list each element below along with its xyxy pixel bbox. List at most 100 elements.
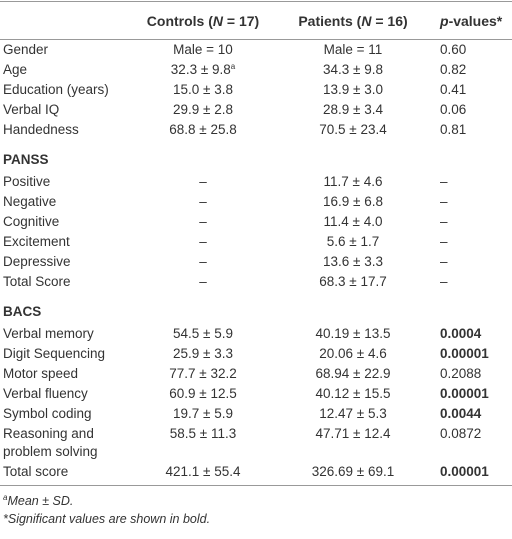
cell-text: 34.3 ± 9.8 bbox=[323, 62, 383, 77]
table-row: Digit Sequencing 25.9 ± 3.3 20.06 ± 4.6 0.0… bbox=[0, 344, 512, 364]
row-label: Verbal fluency bbox=[3, 386, 88, 401]
cell-text: 54.5 ± 5.9 bbox=[173, 326, 233, 341]
footnote: *Significant values are shown in bold. bbox=[0, 510, 512, 528]
row-label: Education (years) bbox=[3, 82, 109, 97]
table-cell: – bbox=[138, 212, 268, 232]
cell-text: 5.6 ± 1.7 bbox=[326, 234, 380, 249]
table-row: Negative – 16.9 ± 6.8 – bbox=[0, 192, 512, 212]
cell-text: 0.00001 bbox=[440, 386, 489, 401]
cell-text: 0.00001 bbox=[440, 346, 489, 361]
table-cell: 54.5 ± 5.9 bbox=[138, 324, 268, 344]
table-cell: 20.06 ± 4.6 bbox=[268, 344, 438, 364]
table-cell: 13.9 ± 3.0 bbox=[268, 80, 438, 100]
table-row: Symbol coding 19.7 ± 5.9 12.47 ± 5.3 0.0044 bbox=[0, 404, 512, 424]
table-cell: 0.60 bbox=[438, 40, 512, 61]
table-cell: 11.4 ± 4.0 bbox=[268, 212, 438, 232]
table-cell: – bbox=[438, 192, 512, 212]
cell-text: 47.71 ± 12.4 bbox=[315, 426, 391, 441]
table-cell: – bbox=[138, 192, 268, 212]
row-label: Reasoning and problem solving bbox=[3, 426, 98, 459]
header-text: N bbox=[212, 13, 224, 29]
cell-text: 58.5 ± 11.3 bbox=[169, 426, 237, 441]
row-label: Total score bbox=[0, 462, 138, 486]
row-label: Digit Sequencing bbox=[3, 346, 106, 361]
cell-text: 0.81 bbox=[440, 122, 467, 137]
table-cell: 0.06 bbox=[438, 100, 512, 120]
cell-text: – bbox=[440, 194, 448, 209]
table-cell: 12.47 ± 5.3 bbox=[268, 404, 438, 424]
table-row: Verbal IQ 29.9 ± 2.8 28.9 ± 3.4 0.06 bbox=[0, 100, 512, 120]
table-cell: 77.7 ± 32.2 bbox=[138, 364, 268, 384]
table-cell: – bbox=[138, 172, 268, 192]
table-cell: 0.00001 bbox=[438, 384, 512, 404]
cell-text: 0.41 bbox=[440, 82, 467, 97]
table-cell: – bbox=[438, 232, 512, 252]
table-row: Reasoning and problem solving 58.5 ± 11.3… bbox=[0, 424, 512, 462]
footnote-text: Mean ± SD. bbox=[7, 494, 74, 508]
table-row: Total Score – 68.3 ± 17.7 – bbox=[0, 272, 512, 292]
table-row: Total score 421.1 ± 55.4 326.69 ± 69.1 0.00… bbox=[0, 462, 512, 486]
header-cell: p-values* bbox=[438, 1, 512, 40]
table-cell: 32.3 ± 9.8a bbox=[138, 60, 268, 80]
cell-text: – bbox=[199, 254, 207, 269]
cell-text: 29.9 ± 2.8 bbox=[173, 102, 233, 117]
header-text: = 17) bbox=[223, 13, 260, 29]
table-row: Handedness 68.8 ± 25.8 70.5 ± 23.4 0.81 bbox=[0, 120, 512, 140]
cell-text: – bbox=[440, 214, 448, 229]
cell-text: 0.00001 bbox=[440, 464, 489, 479]
cell-text: 28.9 ± 3.4 bbox=[323, 102, 383, 117]
table-cell: – bbox=[438, 172, 512, 192]
cell-text: 40.12 ± 15.5 bbox=[315, 386, 391, 401]
table-cell: Male = 11 bbox=[268, 40, 438, 61]
row-label: Handedness bbox=[3, 122, 79, 137]
cell-text: 13.6 ± 3.3 bbox=[323, 254, 383, 269]
section-row: BACS bbox=[0, 292, 512, 324]
table-cell: 5.6 ± 1.7 bbox=[268, 232, 438, 252]
table-row: Depressive – 13.6 ± 3.3 – bbox=[0, 252, 512, 272]
table-cell: 19.7 ± 5.9 bbox=[138, 404, 268, 424]
table-cell: 40.12 ± 15.5 bbox=[268, 384, 438, 404]
footnote: aMean ± SD. bbox=[0, 492, 512, 510]
table-cell: Male = 10 bbox=[138, 40, 268, 61]
cell-text: 0.2088 bbox=[440, 366, 482, 381]
row-label: Depressive bbox=[3, 254, 71, 269]
cell-text: 19.7 ± 5.9 bbox=[173, 406, 233, 421]
table-cell: 0.0044 bbox=[438, 404, 512, 424]
cell-text: Male = 10 bbox=[173, 42, 233, 57]
row-label: Gender bbox=[3, 42, 49, 57]
cell-text: 11.7 ± 4.6 bbox=[323, 174, 383, 189]
cell-text: 0.0004 bbox=[440, 326, 482, 341]
table-cell: – bbox=[438, 212, 512, 232]
row-label: Verbal memory bbox=[3, 326, 94, 341]
cell-text: – bbox=[199, 274, 207, 289]
row-label: Verbal IQ bbox=[3, 102, 60, 117]
table-header: Controls (N = 17) Patients (N = 16) p-va… bbox=[0, 1, 512, 40]
header-text: p bbox=[440, 13, 449, 29]
cell-text: 11.4 ± 4.0 bbox=[323, 214, 383, 229]
table-row: Age 32.3 ± 9.8a 34.3 ± 9.8 0.82 bbox=[0, 60, 512, 80]
header-cell: Controls (N = 17) bbox=[138, 1, 268, 40]
section-title: BACS bbox=[3, 304, 42, 319]
table-row: Gender Male = 10 Male = 11 0.60 bbox=[0, 40, 512, 61]
table-cell: 11.7 ± 4.6 bbox=[268, 172, 438, 192]
row-label: Age bbox=[3, 62, 28, 77]
table-cell: 16.9 ± 6.8 bbox=[268, 192, 438, 212]
header-cell: Patients (N = 16) bbox=[268, 1, 438, 40]
table-cell: 0.00001 bbox=[438, 344, 512, 364]
table-cell: 421.1 ± 55.4 bbox=[138, 462, 268, 486]
cell-text: – bbox=[440, 234, 448, 249]
header-text: -values* bbox=[448, 13, 503, 29]
cell-note: a bbox=[230, 62, 236, 71]
header-text: Controls ( bbox=[146, 13, 213, 29]
cell-text: 0.06 bbox=[440, 102, 467, 117]
row-label: Motor speed bbox=[3, 366, 79, 381]
header-cell bbox=[0, 1, 138, 40]
table-cell: 68.3 ± 17.7 bbox=[268, 272, 438, 292]
header-text: Patients ( bbox=[298, 13, 362, 29]
table-cell: 29.9 ± 2.8 bbox=[138, 100, 268, 120]
header-row: Controls (N = 17) Patients (N = 16) p-va… bbox=[0, 1, 512, 40]
table-cell: 25.9 ± 3.3 bbox=[138, 344, 268, 364]
footnote-text: *Significant values are shown in bold. bbox=[3, 512, 211, 526]
section-title: PANSS bbox=[3, 152, 49, 167]
